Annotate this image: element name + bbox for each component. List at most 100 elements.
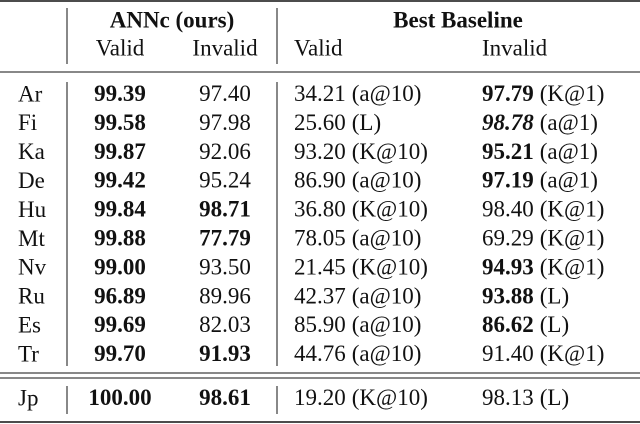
cell-value: 95.21	[482, 139, 534, 164]
cell: 99.42	[94, 168, 146, 193]
cell-value: 98.78	[482, 110, 534, 135]
cell: 91.93	[199, 341, 251, 366]
row-label: Es	[18, 312, 41, 337]
cell-value: 99.88	[94, 226, 146, 251]
cell-value: 97.79	[482, 81, 534, 106]
row-label: Hu	[18, 197, 47, 222]
cell-value: 99.39	[94, 81, 146, 106]
cell-value: 99.69	[94, 312, 146, 337]
cell: 98.71	[199, 197, 251, 222]
cell-note: (a@1)	[540, 139, 598, 164]
cell-value: 93.20	[294, 139, 346, 164]
cell: 82.03	[199, 312, 251, 337]
cell: 93.50	[199, 255, 251, 280]
cell-note: (a@10)	[352, 312, 422, 337]
cell-note: (L)	[540, 284, 569, 309]
row-label: Ka	[18, 139, 45, 164]
cell-value: 25.60	[294, 110, 346, 135]
cell-note: (a@10)	[352, 226, 422, 251]
cell-note: (K@10)	[352, 139, 428, 164]
cell-value: 42.37	[294, 284, 346, 309]
cell-value: 100.00	[88, 385, 151, 410]
cell: 99.00	[94, 255, 146, 280]
cell: 100.00	[88, 385, 151, 410]
cell-note: (K@10)	[352, 385, 428, 410]
row-label: De	[18, 168, 45, 193]
cell: 69.29 (K@1)	[482, 226, 604, 251]
cell-value: 97.40	[199, 81, 251, 106]
cell: 97.98	[199, 110, 251, 135]
cell: 99.39	[94, 81, 146, 106]
cell-value: 99.84	[94, 197, 146, 222]
cell-note: (K@1)	[540, 255, 605, 280]
cell: 98.40 (K@1)	[482, 197, 604, 222]
cell: 34.21 (a@10)	[294, 81, 421, 106]
cell: 93.20 (K@10)	[294, 139, 428, 164]
cell-value: 44.76	[294, 341, 346, 366]
row-label: Fi	[18, 110, 37, 135]
cell: 95.21 (a@1)	[482, 139, 598, 164]
cell-value: 36.80	[294, 197, 346, 222]
cell-note: (a@1)	[540, 110, 598, 135]
cell-value: 77.79	[199, 226, 251, 251]
cell-note: (K@1)	[540, 341, 605, 366]
cell-value: 99.00	[94, 255, 146, 280]
cell-value: 99.42	[94, 168, 146, 193]
cell-note: (a@10)	[352, 168, 422, 193]
cell-note: (K@1)	[540, 81, 605, 106]
cell-value: 98.40	[482, 197, 534, 222]
cell-value: 98.71	[199, 197, 251, 222]
cell-value: 99.58	[94, 110, 146, 135]
cell-value: 86.62	[482, 312, 534, 337]
cell-value: 78.05	[294, 226, 346, 251]
cell-value: 92.06	[199, 139, 251, 164]
group-header: Best Baseline	[393, 7, 523, 32]
row-label: Ru	[18, 284, 45, 309]
cell: 99.87	[94, 139, 146, 164]
cell-value: 93.88	[482, 284, 534, 309]
cell: 99.88	[94, 226, 146, 251]
cell: 91.40 (K@1)	[482, 341, 604, 366]
cell: 77.79	[199, 226, 251, 251]
cell: 98.78 (a@1)	[482, 110, 598, 135]
cell-value: 19.20	[294, 385, 346, 410]
cell-value: 98.13	[482, 385, 534, 410]
cell-value: 99.87	[94, 139, 146, 164]
column-header: Valid	[294, 35, 343, 60]
cell: 86.62 (L)	[482, 312, 569, 337]
cell-note: (K@1)	[540, 197, 605, 222]
cell: 78.05 (a@10)	[294, 226, 421, 251]
row-label: Ar	[18, 81, 43, 106]
cell: 21.45 (K@10)	[294, 255, 428, 280]
cell-value: 86.90	[294, 168, 346, 193]
cell: 97.79 (K@1)	[482, 81, 604, 106]
cell-note: (a@10)	[352, 341, 422, 366]
cell: 98.13 (L)	[482, 385, 569, 410]
cell-value: 89.96	[199, 284, 251, 309]
cell-note: (K@10)	[352, 255, 428, 280]
cell-value: 97.98	[199, 110, 251, 135]
cell-value: 97.19	[482, 168, 534, 193]
cell-note: (K@10)	[352, 197, 428, 222]
cell: 19.20 (K@10)	[294, 385, 428, 410]
cell-value: 98.61	[199, 385, 251, 410]
cell: 25.60 (L)	[294, 110, 381, 135]
cell: 85.90 (a@10)	[294, 312, 421, 337]
cell-value: 93.50	[199, 255, 251, 280]
cell-value: 99.70	[94, 341, 146, 366]
cell: 97.19 (a@1)	[482, 168, 598, 193]
cell: 99.70	[94, 341, 146, 366]
cell-value: 69.29	[482, 226, 534, 251]
cell-value: 95.24	[199, 168, 251, 193]
cell-value: 94.93	[482, 255, 534, 280]
cell: 99.58	[94, 110, 146, 135]
cell: 92.06	[199, 139, 251, 164]
cell-value: 91.40	[482, 341, 534, 366]
cell: 42.37 (a@10)	[294, 284, 421, 309]
cell-note: (a@1)	[540, 168, 598, 193]
cell-note: (a@10)	[352, 284, 422, 309]
cell: 44.76 (a@10)	[294, 341, 421, 366]
row-label: Jp	[18, 385, 38, 410]
cell-value: 85.90	[294, 312, 346, 337]
